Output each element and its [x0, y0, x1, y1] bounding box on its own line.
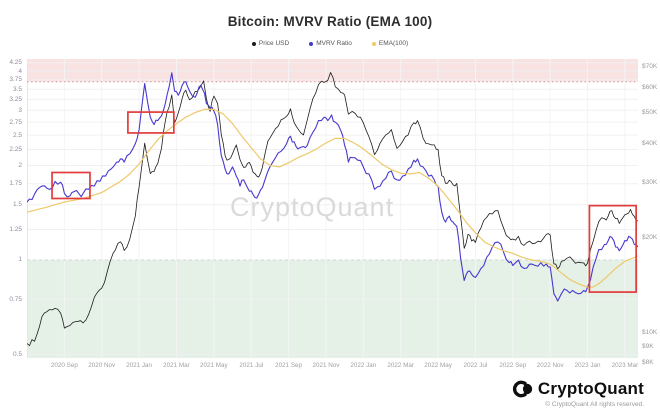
mvrv-axis-tick: 2.75: [9, 118, 22, 126]
mvrv-axis-tick: 4.25: [9, 59, 22, 67]
mvrv-line: [26, 72, 639, 302]
mvrv-axis-tick: 3: [18, 106, 22, 114]
highlight-box-2020-sep: [51, 171, 91, 200]
price-axis-tick: $8K: [642, 359, 654, 367]
price-axis-tick: $30K: [642, 178, 658, 186]
date-axis-tick: 2021 Sep: [275, 362, 303, 369]
cryptoquant-logo-icon: [512, 380, 533, 398]
copyright-text: © CryptoQuant All rights reserved.: [545, 401, 644, 408]
brand-name: CryptoQuant: [537, 379, 644, 398]
mvrv-axis-tick: 1.5: [12, 201, 22, 209]
legend-dot: [251, 41, 256, 46]
mvrv-axis-tick: 0.75: [9, 295, 22, 303]
price-axis-tick: $60K: [642, 84, 658, 92]
mvrv-axis-tick: 2: [18, 162, 22, 169]
mvrv-axis-tick: 1.75: [9, 180, 22, 188]
price-axis-tick: $20K: [642, 234, 658, 242]
highlight-box-2023-q1: [588, 204, 637, 293]
legend-label: Price USD: [258, 40, 290, 47]
legend-dot: [371, 41, 376, 46]
date-axis-tick: 2021 Jan: [126, 362, 153, 369]
date-axis-tick: 2023 Jan: [574, 362, 601, 369]
date-axis-tick: 2020 Nov: [88, 362, 116, 369]
price-axis-tick: $40K: [642, 139, 658, 147]
mvrv-axis-tick: 2.5: [12, 131, 22, 139]
price-axis-tick: $50K: [642, 109, 658, 117]
date-axis-tick: 2020 Sep: [50, 362, 78, 369]
date-axis-tick: 2021 Nov: [312, 362, 340, 369]
legend-label: MVRV Ratio: [316, 40, 352, 47]
highlight-box-2021-jan: [127, 111, 175, 134]
date-axis-tick: 2022 Sep: [499, 362, 527, 369]
mvrv-axis-tick: 4: [18, 67, 22, 75]
chart-title: Bitcoin: MVRV Ratio (EMA 100): [227, 14, 433, 29]
overvalued-band: [27, 59, 638, 82]
price-axis-tick: $70K: [642, 63, 658, 71]
date-axis-tick: 2022 Mar: [387, 362, 414, 369]
date-axis-tick: 2022 May: [424, 362, 452, 369]
mvrv-axis-tick: 1.25: [9, 226, 22, 234]
legend-label: EMA(100): [378, 40, 409, 47]
date-axis-tick: 2022 Jul: [463, 362, 488, 369]
mvrv-axis-tick: 3.75: [9, 76, 22, 84]
price-line: [26, 72, 639, 347]
date-axis-tick: 2022 Jan: [350, 362, 377, 369]
branding-block: CryptoQuant © CryptoQuant All rights res…: [512, 379, 644, 408]
price-axis-tick: $10K: [642, 328, 658, 336]
chart-canvas[interactable]: [26, 59, 639, 358]
legend-item-mvrv-ratio[interactable]: MVRV Ratio: [309, 40, 352, 47]
date-axis-tick: 2022 Nov: [536, 362, 564, 369]
date-axis-tick: 2021 Mar: [163, 362, 190, 369]
date-axis-tick: 2021 Jul: [239, 362, 264, 369]
undervalued-band: [27, 259, 638, 358]
mvrv-axis-tick: 2.25: [9, 145, 22, 153]
legend-dot: [309, 41, 314, 46]
cryptoquant-watermark: CryptoQuant: [230, 192, 395, 222]
chart-legend: Price USD MVRV Ratio EMA(100): [0, 40, 660, 47]
mvrv-axis-tick: 3.25: [9, 95, 22, 103]
mvrv-axis-tick: 1: [18, 256, 22, 264]
mvrv-axis-tick: 3.5: [12, 85, 22, 93]
date-axis-tick: 2023 Mar: [611, 362, 639, 369]
date-axis-tick: 2021 May: [200, 362, 228, 369]
ema-line: [26, 108, 639, 288]
price-axis-tick: $9K: [642, 342, 654, 350]
legend-item-price-usd[interactable]: Price USD: [251, 40, 290, 47]
legend-item-ema-100-[interactable]: EMA(100): [371, 40, 409, 47]
mvrv-axis-tick: 0.5: [12, 350, 22, 358]
chart-plot-area[interactable]: [26, 59, 639, 358]
